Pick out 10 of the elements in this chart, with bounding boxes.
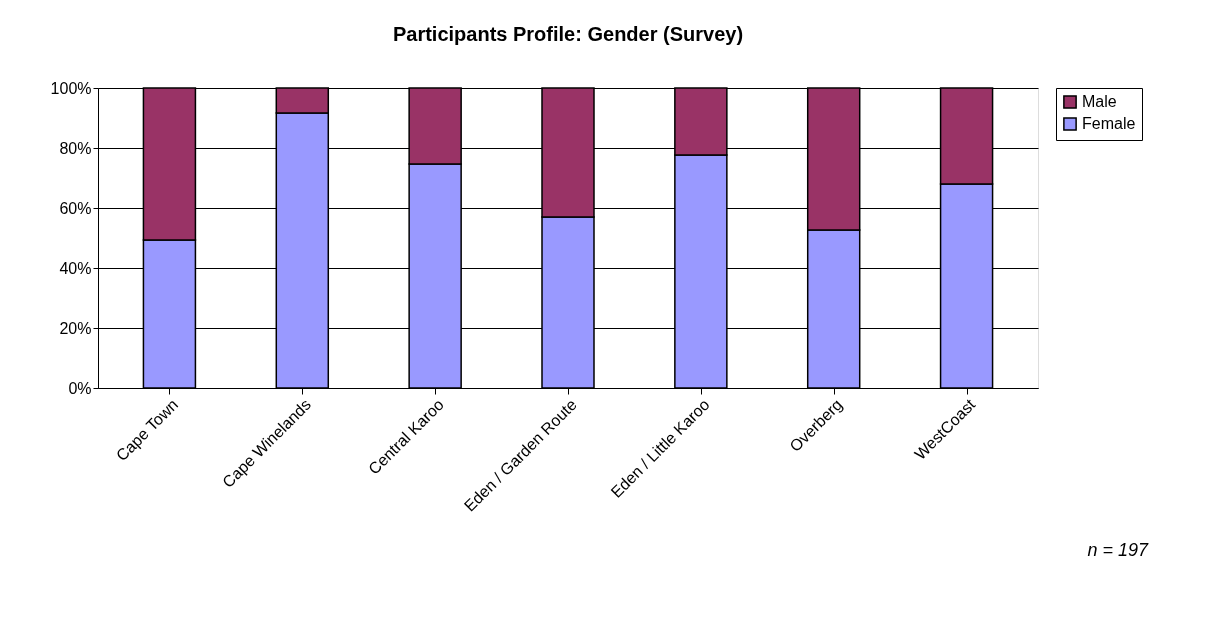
legend-label: Male	[1082, 93, 1117, 110]
y-tick-label: 20%	[59, 319, 92, 337]
legend-label: Female	[1082, 115, 1136, 132]
y-tick-label: 80%	[59, 139, 92, 157]
chart-title: Participants Profile: Gender (Survey)	[392, 23, 744, 45]
y-tick-label: 60%	[59, 199, 92, 217]
y-tick-label: 40%	[59, 259, 92, 277]
text: n = 197	[1087, 540, 1149, 560]
y-tick-label: 100%	[50, 79, 92, 97]
y-tick-label: 0%	[68, 379, 92, 397]
